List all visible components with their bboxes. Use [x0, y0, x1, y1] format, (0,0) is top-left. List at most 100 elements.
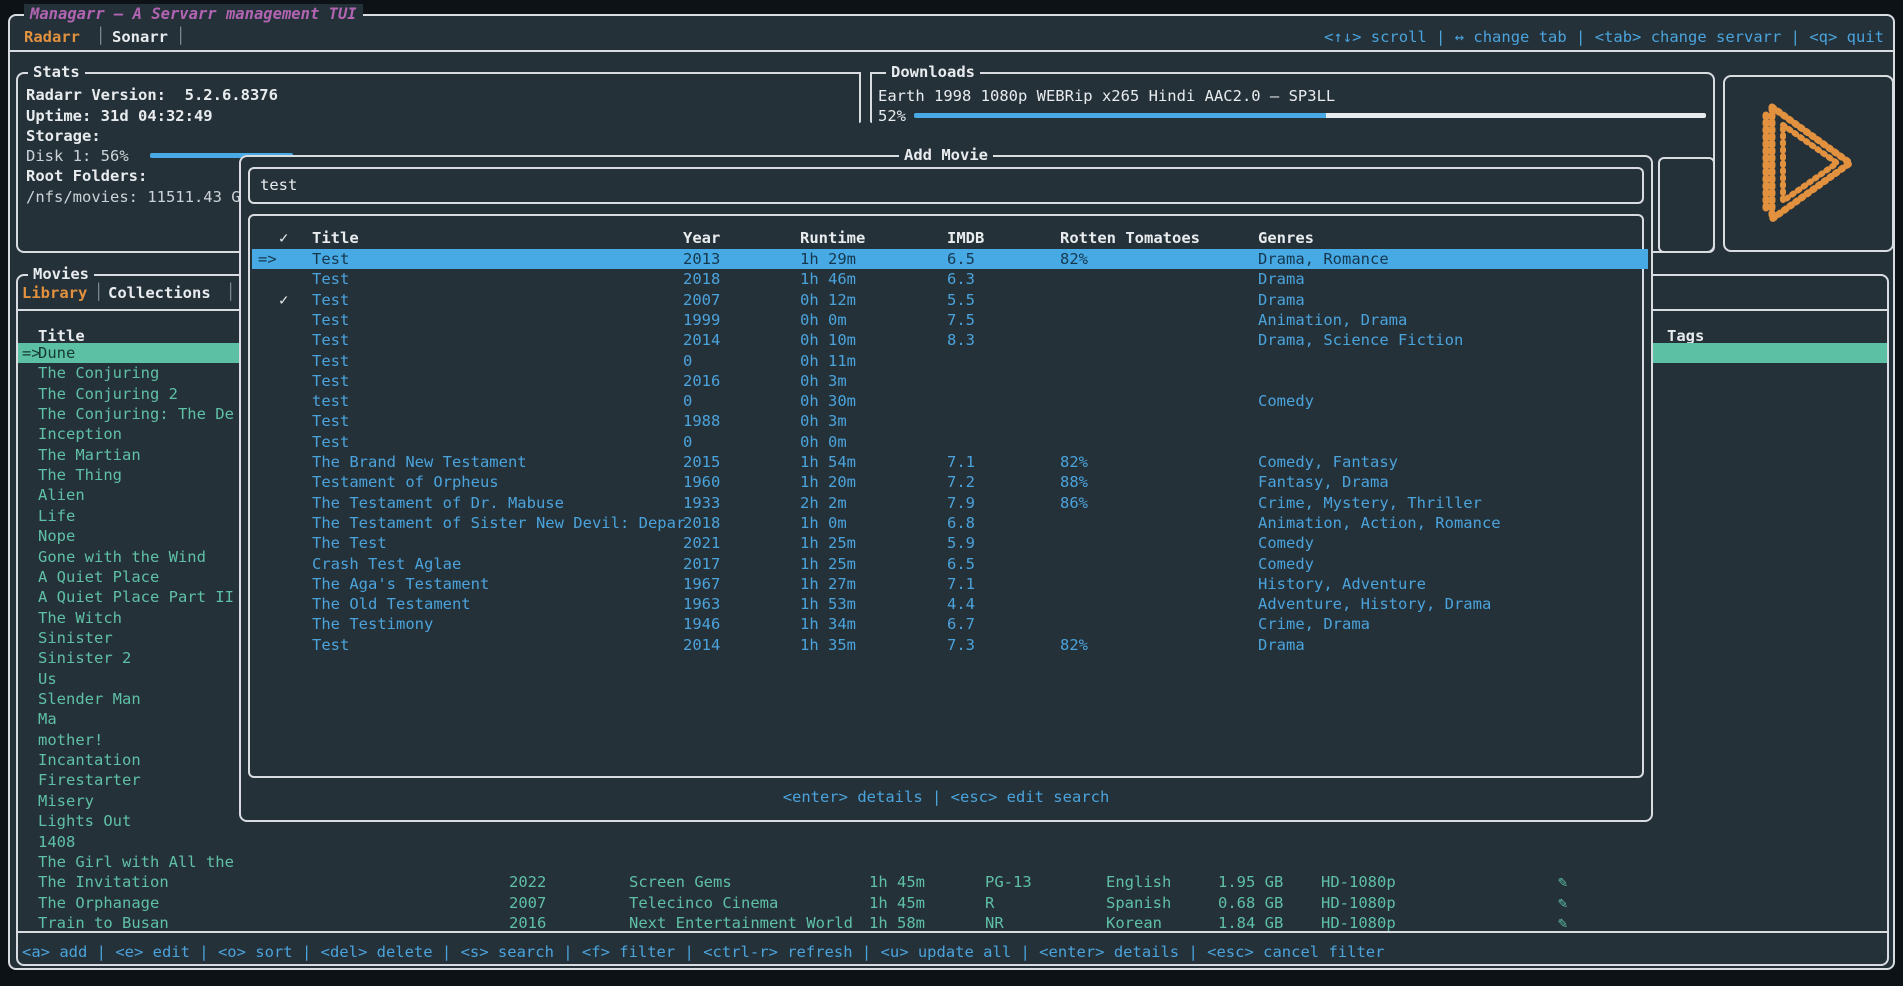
movie-list-item[interactable]: A Quiet Place Part II — [38, 588, 234, 607]
movie-list-item[interactable]: 1408 — [38, 832, 76, 851]
movie-list-item[interactable]: Firestarter — [38, 771, 141, 790]
cell-imdb: 5.9 — [947, 534, 975, 553]
movie-list-item[interactable]: Incantation — [38, 751, 141, 770]
cell-runtime: 0h 0m — [800, 432, 847, 451]
movies-tab-collections[interactable]: Collections — [108, 284, 211, 302]
search-result-row[interactable]: Test 2014 0h 10m 8.3 Drama, Science Fiction — [252, 330, 1648, 350]
cell-genres: Comedy — [1258, 554, 1314, 573]
cell-rating: NR — [985, 913, 1004, 932]
search-result-row[interactable]: Crash Test Aglae 2017 1h 25m 6.5 Comedy — [252, 554, 1648, 574]
movie-list-item[interactable]: Life — [38, 506, 76, 525]
movie-list-item[interactable]: The Thing — [38, 466, 122, 485]
cell-year: 2016 — [683, 371, 721, 390]
stats-storage-label: Storage: — [26, 127, 101, 145]
search-result-row[interactable]: => Test 2013 1h 29m 6.5 82% Drama, Romance — [252, 249, 1648, 269]
search-result-row[interactable]: Test 2014 1h 35m 7.3 82% Drama — [252, 635, 1648, 655]
cell-genres: Animation, Action, Romance — [1258, 513, 1501, 532]
movie-list-item[interactable]: The Conjuring: The De — [38, 405, 234, 424]
search-result-row[interactable]: Test 2018 1h 46m 6.3 Drama — [252, 269, 1648, 289]
movie-list-item[interactable]: The Orphanage — [38, 893, 160, 912]
movie-list-item[interactable]: Inception — [38, 425, 122, 444]
tab-sonarr[interactable]: Sonarr — [112, 28, 168, 46]
movie-list-item[interactable]: Gone with the Wind — [38, 547, 206, 566]
movie-list-item[interactable]: Slender Man — [38, 690, 141, 709]
stats-right-border — [859, 72, 861, 123]
cell-language: Spanish — [1106, 893, 1172, 912]
cell-imdb: 6.3 — [947, 270, 975, 289]
movie-list-item[interactable]: Misery — [38, 791, 94, 810]
movie-list-item[interactable]: Train to Busan — [38, 913, 169, 932]
col-runtime: Runtime — [800, 229, 866, 247]
movie-list-item[interactable]: Dune — [38, 344, 76, 362]
cell-runtime: 2h 2m — [800, 493, 847, 512]
tab-radarr[interactable]: Radarr — [24, 28, 80, 46]
cell-runtime: 1h 54m — [800, 453, 856, 471]
search-result-row[interactable]: The Testament of Sister New Devil: Depar… — [252, 513, 1648, 533]
app-title: Managarr – A Servarr management TUI — [24, 4, 363, 24]
search-result-row[interactable]: Testament of Orpheus 1960 1h 20m 7.2 88% Fant… — [252, 472, 1648, 492]
search-result-row[interactable]: The Old Testament 1963 1h 53m 4.4 Adventure,… — [252, 594, 1648, 614]
movie-list-item[interactable]: Sinister — [38, 628, 113, 647]
cell-size: 1.95 GB — [1218, 873, 1284, 892]
movie-list-item[interactable]: The Girl with All the — [38, 852, 234, 871]
disk-usage-gauge — [150, 153, 293, 158]
cell-year: 1988 — [683, 412, 721, 431]
movie-list-item[interactable]: The Martian — [38, 445, 141, 464]
cell-title: The Old Testament — [312, 595, 471, 614]
search-input[interactable]: test — [248, 167, 1644, 204]
cell-year: 2018 — [683, 513, 721, 532]
cell-runtime: 1h 46m — [800, 270, 856, 289]
cell-title: Test — [312, 331, 350, 350]
movie-list-item[interactable]: Lights Out — [38, 812, 132, 831]
movie-list-item[interactable]: The Conjuring — [38, 364, 160, 383]
cell-language: Korean — [1106, 913, 1162, 932]
search-result-row[interactable]: The Test 2021 1h 25m 5.9 Comedy — [252, 533, 1648, 553]
search-result-row[interactable]: Test 0 0h 0m — [252, 432, 1648, 452]
cell-year: 0 — [683, 351, 693, 370]
search-result-row[interactable]: Test 1999 0h 0m 7.5 Animation, Drama — [252, 310, 1648, 330]
movie-list-item[interactable]: The Invitation — [38, 873, 169, 892]
cell-year: 2015 — [683, 453, 721, 471]
cell-year: 1963 — [683, 595, 721, 614]
cell-runtime: 1h 45m — [869, 873, 925, 892]
movie-list-item[interactable]: Nope — [38, 527, 76, 546]
cell-year: 2014 — [683, 635, 721, 654]
cell-quality: HD-1080p — [1321, 913, 1396, 932]
cell-genres: Animation, Drama — [1258, 310, 1408, 329]
movie-list-item[interactable]: The Conjuring 2 — [38, 384, 178, 403]
movie-list-item[interactable]: The Witch — [38, 608, 122, 627]
cell-imdb: 5.5 — [947, 290, 975, 309]
movie-list-item[interactable]: mother! — [38, 730, 104, 749]
movie-list-item[interactable]: Us — [38, 669, 57, 688]
cell-title: The Testament of Dr. Mabuse — [312, 493, 564, 512]
cell-rt: 82% — [1060, 250, 1088, 268]
tab-separator: │ — [96, 27, 106, 45]
search-result-row[interactable]: Test 2016 0h 3m — [252, 371, 1648, 391]
search-result-row[interactable]: The Testimony 1946 1h 34m 6.7 Crime, Drama — [252, 614, 1648, 634]
cell-imdb: 6.5 — [947, 250, 975, 268]
search-result-row[interactable]: Test 0 0h 11m — [252, 351, 1648, 371]
cell-genres: Adventure, History, Drama — [1258, 595, 1492, 614]
logo-panel — [1723, 75, 1894, 252]
search-result-row[interactable]: test 0 0h 30m Comedy — [252, 391, 1648, 411]
movies-tab-separator-2: │ — [226, 283, 236, 301]
cell-genres: Drama — [1258, 635, 1305, 654]
cell-imdb: 4.4 — [947, 595, 975, 614]
stats-version: Radarr Version: 5.2.6.8376 — [26, 86, 278, 104]
movies-tab-library[interactable]: Library — [22, 284, 88, 302]
movie-list-item[interactable]: Ma — [38, 710, 57, 729]
search-result-row[interactable]: The Testament of Dr. Mabuse 1933 2h 2m 7.9 8… — [252, 493, 1648, 513]
cell-title: Test — [312, 635, 350, 654]
download-item-title: Earth 1998 1080p WEBRip x265 Hindi AAC2.… — [878, 87, 1336, 105]
movie-list-item[interactable]: Alien — [38, 486, 85, 505]
movies-tab-separator: │ — [94, 283, 104, 301]
movie-list-item[interactable]: Sinister 2 — [38, 649, 132, 668]
search-result-row[interactable]: Test 1988 0h 3m — [252, 411, 1648, 431]
movie-list-item[interactable]: A Quiet Place — [38, 567, 160, 586]
cell-size: 1.84 GB — [1218, 913, 1284, 932]
cell-runtime: 0h 3m — [800, 412, 847, 431]
search-result-row[interactable]: The Aga's Testament 1967 1h 27m 7.1 History,… — [252, 574, 1648, 594]
search-result-row[interactable]: The Brand New Testament 2015 1h 54m 7.1 82% C… — [252, 452, 1648, 472]
cell-year: 2017 — [683, 554, 721, 573]
search-result-row[interactable]: ✓ Test 2007 0h 12m 5.5 Drama — [252, 290, 1648, 310]
